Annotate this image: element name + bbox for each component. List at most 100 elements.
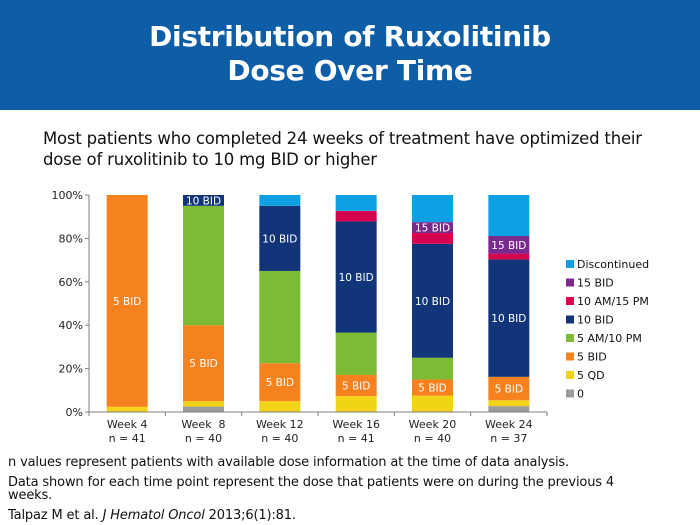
bar-segment-week-24-5-bid: [488, 376, 530, 401]
bar-segment-week-20-10-am-15-pm: [412, 232, 453, 244]
segment-label: 5 BID: [266, 377, 294, 389]
legend-item-5-bid: 5 BID: [566, 351, 607, 364]
n-label: n = 40: [261, 432, 298, 445]
bar-segment-week-8-10-bid: [183, 195, 224, 206]
bar-segment-week-16-discontinued: [335, 195, 377, 211]
bar-segment-week-20-15-bid: [412, 222, 453, 233]
bar-segment-week-8-5-am-10-pm: [183, 205, 224, 326]
segment-label: 5 BID: [342, 381, 370, 393]
segment-label: 10 BID: [262, 233, 297, 245]
n-label: n = 40: [414, 432, 451, 445]
legend-label: 0: [577, 388, 584, 401]
bar-segment-week-24-10-bid: [488, 259, 530, 377]
legend-label: 15 BID: [577, 277, 614, 290]
legend-label: 5 AM/10 PM: [577, 332, 642, 345]
n-label: n = 37: [490, 432, 527, 445]
y-tick-label: 40%: [59, 319, 83, 332]
ref-journal: J Hematol Oncol: [102, 508, 205, 523]
bar-segment-week-24-10-am-15-pm: [488, 253, 530, 260]
bar-segment-week-12-5-am-10-pm: [259, 270, 301, 364]
bar-segment-week-4-5-bid: [106, 195, 148, 407]
bar-segment-week-8-5-bid: [183, 325, 224, 402]
legend-item-10-bid: 10 BID: [566, 314, 614, 327]
legend-label: 10 BID: [577, 314, 614, 327]
x-tick-label: Week 16: [332, 418, 380, 431]
legend-item-0: 0: [566, 388, 584, 401]
bar-segment-week-16-5-am-10-pm: [335, 332, 377, 375]
bar-segment-week-24-5-qd: [488, 400, 530, 407]
y-tick-label: 60%: [59, 276, 83, 289]
legend-swatch: [566, 315, 574, 324]
slide-title: Distribution of Ruxolitinib Dose Over Ti…: [0, 20, 700, 88]
x-tick-label: Week 4: [107, 418, 148, 431]
bar-segment-week-24-0: [488, 406, 530, 412]
n-label: n = 40: [185, 432, 222, 445]
x-tick-label: Week 20: [409, 418, 457, 431]
y-tick-label: 20%: [59, 363, 83, 376]
segment-label: 5 BID: [189, 358, 217, 370]
segment-label: 10 BID: [415, 296, 450, 308]
bar-segment-week-12-10-bid: [259, 205, 301, 271]
bar-segment-week-16-10-am-15-pm: [335, 210, 377, 222]
bar-segment-week-20-10-bid: [412, 243, 453, 358]
segment-label: 5 BID: [495, 384, 523, 396]
legend-swatch: [566, 371, 574, 379]
n-label: n = 41: [338, 432, 375, 445]
ref-details: 2013;6(1):81.: [204, 508, 296, 523]
legend-swatch: [566, 297, 574, 305]
x-tick-label: Week 24: [485, 418, 533, 431]
bar-segment-week-8-5-qd: [183, 401, 224, 407]
legend-group: Discontinued 15 BID 10 AM/15 PM 10 BID 5 AM/…: [566, 258, 649, 401]
bar-segment-week-24-discontinued: [488, 195, 530, 237]
legend-label: 5 BID: [577, 351, 607, 364]
bar-segment-week-20-discontinued: [412, 195, 453, 223]
legend-swatch: [566, 278, 574, 287]
ref-authors: Talpaz M et al.: [8, 508, 103, 523]
bar-segment-week-16-5-bid: [335, 374, 377, 397]
y-tick-label: 100%: [52, 189, 83, 202]
bar-segment-week-12-discontinued: [259, 195, 301, 206]
segment-label: 5 BID: [418, 383, 446, 395]
segment-label: 10 BID: [491, 313, 526, 325]
bars-group: [106, 195, 530, 412]
x-tick-label: Week 8: [181, 418, 225, 431]
legend-swatch: [566, 352, 574, 361]
title-banner: Distribution of Ruxolitinib Dose Over Ti…: [0, 0, 700, 110]
y-tick-label: 80%: [59, 232, 83, 245]
bar-segment-week-20-5-qd: [412, 395, 453, 412]
title-line-1: Distribution of Ruxolitinib: [149, 20, 551, 53]
legend-item-5-qd: 5 QD: [566, 369, 605, 382]
segment-label: 10 BID: [186, 195, 221, 207]
title-line-2: Dose Over Time: [227, 54, 473, 87]
footnote-data-shown: Data shown for each time point represent…: [8, 475, 615, 503]
bar-segment-week-4-5-qd: [106, 406, 148, 412]
legend-item-10-am-15-pm: 10 AM/15 PM: [566, 295, 649, 308]
bar-segment-week-8-0: [183, 406, 224, 412]
legend-swatch: [566, 389, 574, 398]
legend-item-5-am-10-pm: 5 AM/10 PM: [566, 332, 642, 345]
legend-item-discontinued: Discontinued: [566, 258, 649, 271]
segment-labels-group: 5 BID 5 BID 10 BID 5 BID 10 BID 5 BID 10 BID 5 …: [113, 195, 526, 395]
bar-segment-week-16-5-qd: [335, 396, 377, 412]
legend-swatch: [566, 334, 574, 342]
footnote-n-values: n values represent patients with availab…: [8, 455, 570, 470]
y-tick-label: 0%: [66, 406, 83, 419]
reference-citation: Talpaz M et al. J Hematol Oncol 2013;6(1…: [8, 509, 296, 522]
legend-label: Discontinued: [577, 258, 649, 271]
bar-segment-week-20-5-am-10-pm: [412, 357, 453, 380]
legend-label: 5 QD: [577, 369, 605, 382]
n-label: n = 41: [109, 432, 146, 445]
x-tick-label: Week 12: [256, 418, 304, 431]
legend-item-15-bid: 15 BID: [566, 277, 614, 290]
slide-subtitle: Most patients who completed 24 weeks of …: [43, 129, 642, 169]
bar-segment-week-16-10-bid: [335, 221, 377, 333]
segment-label: 10 BID: [339, 272, 374, 284]
segment-label: 5 BID: [113, 296, 141, 308]
bar-segment-week-20-5-bid: [412, 379, 453, 396]
legend-label: 10 AM/15 PM: [577, 295, 649, 308]
bar-segment-week-24-15-bid: [488, 236, 530, 254]
segment-label: 15 BID: [415, 223, 450, 235]
bar-segment-week-12-5-bid: [259, 363, 301, 402]
segment-label: 15 BID: [491, 240, 526, 252]
